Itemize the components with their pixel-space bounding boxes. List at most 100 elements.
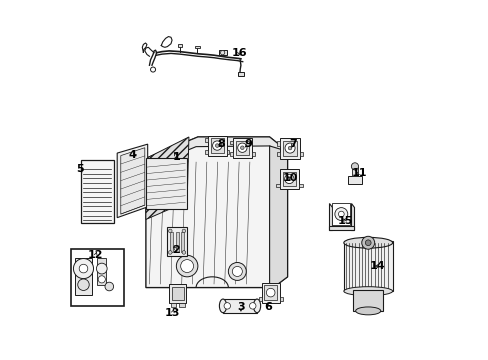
Text: 11: 11: [351, 168, 366, 178]
Circle shape: [266, 288, 274, 297]
Circle shape: [365, 240, 370, 246]
Bar: [230, 152, 233, 156]
Text: 13: 13: [165, 308, 180, 318]
Ellipse shape: [219, 299, 226, 313]
Ellipse shape: [343, 287, 392, 296]
Circle shape: [96, 263, 107, 274]
Bar: [264, 285, 277, 300]
Bar: [277, 141, 280, 145]
Bar: [210, 138, 223, 153]
Polygon shape: [145, 137, 287, 288]
Circle shape: [215, 144, 219, 147]
Bar: [251, 152, 254, 156]
Circle shape: [150, 67, 155, 72]
Polygon shape: [145, 137, 188, 220]
Text: 6: 6: [264, 302, 271, 312]
Bar: [276, 184, 279, 187]
Text: 9: 9: [244, 139, 251, 149]
Polygon shape: [350, 203, 353, 230]
Bar: [75, 258, 92, 296]
Bar: [81, 160, 113, 223]
Ellipse shape: [343, 237, 392, 248]
Polygon shape: [117, 144, 147, 218]
Circle shape: [79, 264, 88, 273]
Circle shape: [284, 174, 293, 184]
Circle shape: [232, 266, 242, 276]
Text: 14: 14: [368, 261, 384, 271]
Bar: [235, 140, 248, 155]
Text: 16: 16: [231, 48, 246, 58]
Circle shape: [351, 163, 358, 170]
Bar: [282, 172, 296, 186]
Bar: [351, 167, 357, 176]
Polygon shape: [269, 146, 287, 288]
Circle shape: [182, 229, 185, 233]
Circle shape: [334, 208, 347, 221]
Text: 7: 7: [288, 139, 296, 149]
Bar: [261, 283, 279, 303]
Bar: [218, 50, 226, 55]
Bar: [171, 287, 183, 300]
Bar: [238, 72, 244, 76]
Bar: [277, 152, 280, 156]
Bar: [204, 138, 207, 142]
Bar: [352, 290, 383, 311]
Circle shape: [224, 303, 230, 309]
Text: 8: 8: [217, 139, 224, 149]
Text: 3: 3: [237, 302, 244, 312]
Circle shape: [237, 143, 246, 152]
Circle shape: [98, 276, 105, 283]
Circle shape: [361, 236, 374, 249]
Bar: [207, 136, 226, 156]
Circle shape: [212, 141, 222, 150]
Circle shape: [182, 251, 185, 254]
Bar: [279, 169, 299, 189]
Bar: [166, 227, 187, 256]
Circle shape: [285, 143, 294, 153]
Bar: [300, 152, 303, 156]
Bar: [283, 140, 296, 156]
Bar: [299, 184, 302, 187]
Polygon shape: [328, 203, 331, 230]
Circle shape: [168, 229, 172, 233]
Bar: [347, 176, 362, 184]
Circle shape: [240, 146, 244, 149]
Bar: [169, 284, 186, 303]
Bar: [70, 249, 123, 306]
Bar: [170, 232, 173, 252]
Bar: [279, 297, 282, 301]
Bar: [171, 303, 176, 307]
Circle shape: [180, 260, 193, 273]
Bar: [258, 297, 261, 301]
Text: 15: 15: [337, 216, 352, 226]
Text: 4: 4: [128, 150, 136, 160]
Circle shape: [220, 50, 224, 55]
Ellipse shape: [355, 307, 380, 315]
Bar: [233, 138, 251, 158]
Bar: [332, 203, 349, 225]
Bar: [181, 232, 184, 252]
Text: 1: 1: [172, 152, 180, 162]
Circle shape: [338, 211, 344, 217]
Circle shape: [287, 177, 290, 181]
Polygon shape: [145, 137, 287, 167]
Bar: [145, 158, 187, 209]
Bar: [178, 44, 182, 47]
Bar: [204, 150, 207, 154]
Bar: [97, 258, 106, 285]
Text: 5: 5: [76, 164, 83, 174]
Polygon shape: [121, 148, 144, 214]
Circle shape: [73, 258, 93, 279]
Text: 2: 2: [172, 245, 180, 255]
Bar: [175, 232, 179, 252]
Bar: [280, 138, 300, 159]
Bar: [343, 241, 392, 291]
Circle shape: [78, 279, 89, 291]
Circle shape: [287, 146, 291, 150]
Bar: [223, 299, 257, 313]
Circle shape: [228, 262, 246, 280]
Bar: [195, 45, 199, 48]
Text: 12: 12: [88, 250, 103, 260]
Circle shape: [168, 251, 172, 254]
Text: 10: 10: [282, 173, 297, 183]
